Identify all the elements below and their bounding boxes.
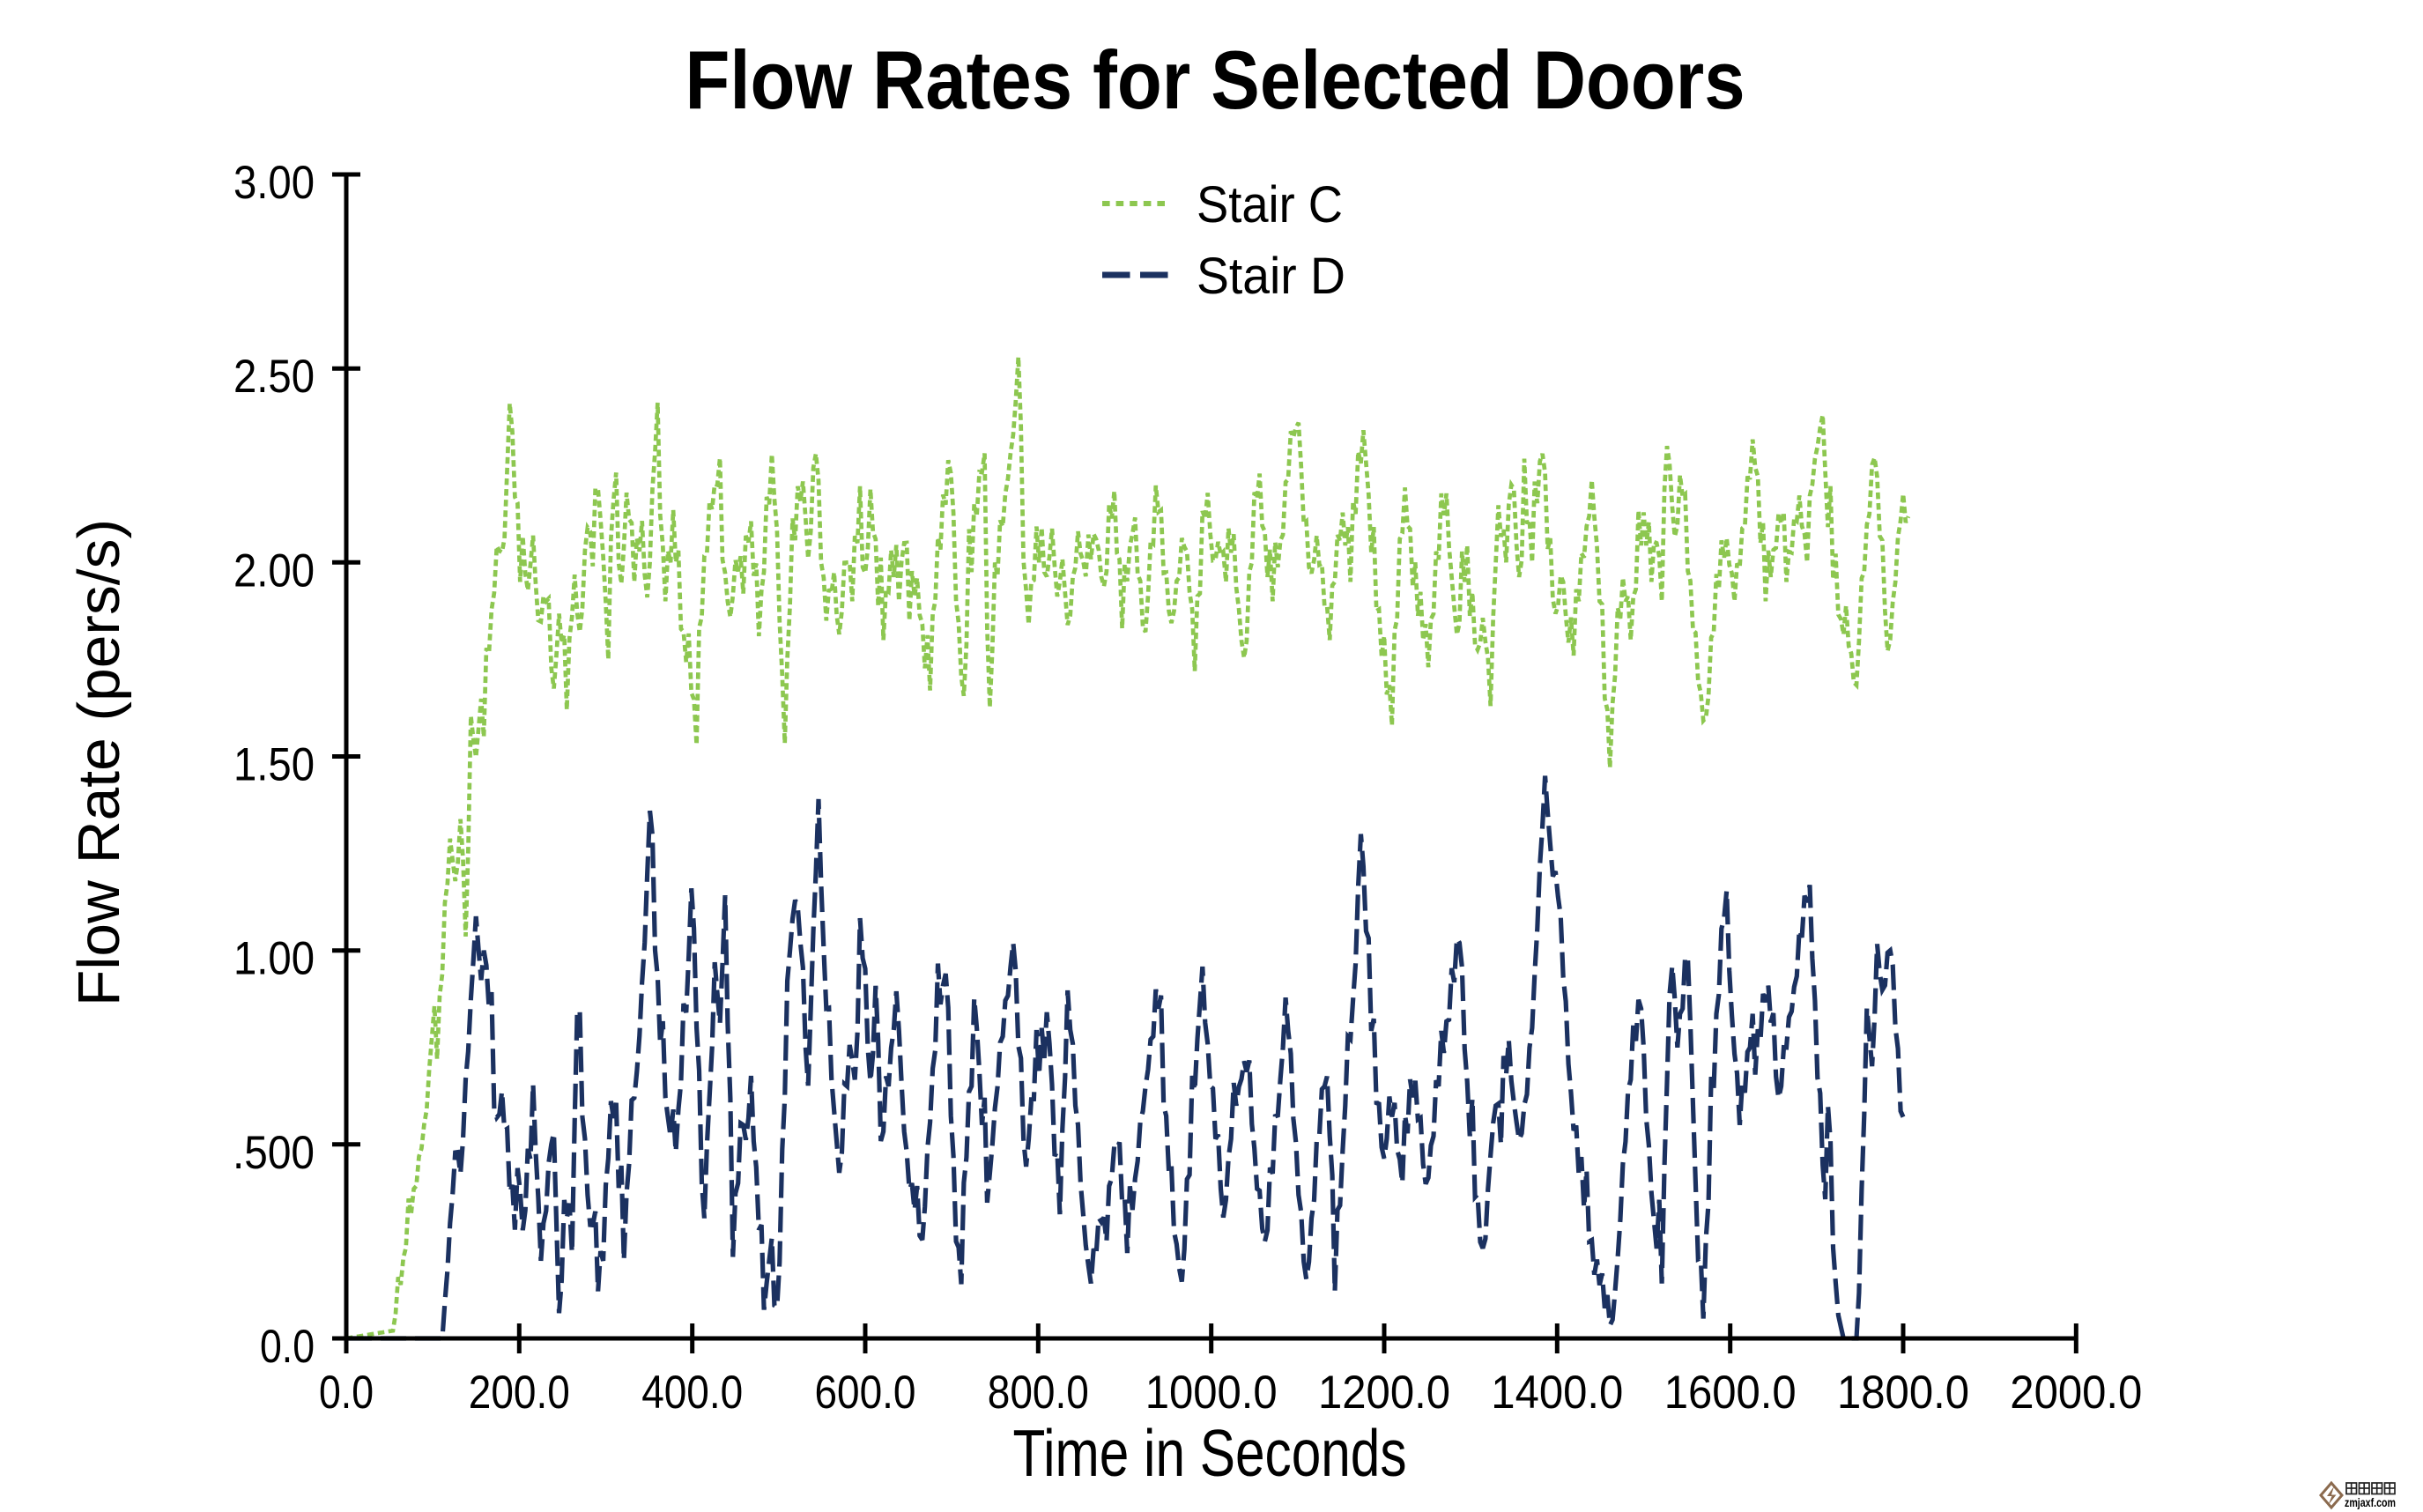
svg-text:2000.0: 2000.0 [2010, 1367, 2142, 1419]
svg-text:Time in Seconds: Time in Seconds [1013, 1416, 1407, 1490]
svg-text:1.50: 1.50 [233, 739, 315, 791]
svg-text:0.0: 0.0 [319, 1367, 374, 1419]
svg-text:Stair C: Stair C [1197, 176, 1343, 233]
svg-text:2.00: 2.00 [233, 545, 315, 597]
svg-text:1400.0: 1400.0 [1491, 1367, 1623, 1419]
svg-text:1000.0: 1000.0 [1145, 1367, 1278, 1419]
svg-text:Stair D: Stair D [1197, 248, 1345, 305]
svg-text:3.00: 3.00 [233, 157, 315, 209]
svg-text:Flow Rate (pers/s): Flow Rate (pers/s) [66, 519, 132, 1006]
svg-text:200.0: 200.0 [469, 1367, 570, 1419]
svg-text:800.0: 800.0 [988, 1367, 1089, 1419]
svg-text:0.0: 0.0 [260, 1321, 315, 1373]
svg-text:zmjaxf.com: zmjaxf.com [2345, 1495, 2396, 1509]
svg-text:1200.0: 1200.0 [1318, 1367, 1450, 1419]
svg-text:.500: .500 [233, 1127, 315, 1179]
svg-text:1800.0: 1800.0 [1837, 1367, 1969, 1419]
svg-text:600.0: 600.0 [815, 1367, 916, 1419]
svg-text:400.0: 400.0 [641, 1367, 743, 1419]
svg-text:Flow Rates for Selected Doors: Flow Rates for Selected Doors [685, 33, 1745, 126]
svg-text:1600.0: 1600.0 [1664, 1367, 1797, 1419]
svg-text:2.50: 2.50 [233, 351, 315, 403]
svg-text:1.00: 1.00 [233, 933, 315, 985]
